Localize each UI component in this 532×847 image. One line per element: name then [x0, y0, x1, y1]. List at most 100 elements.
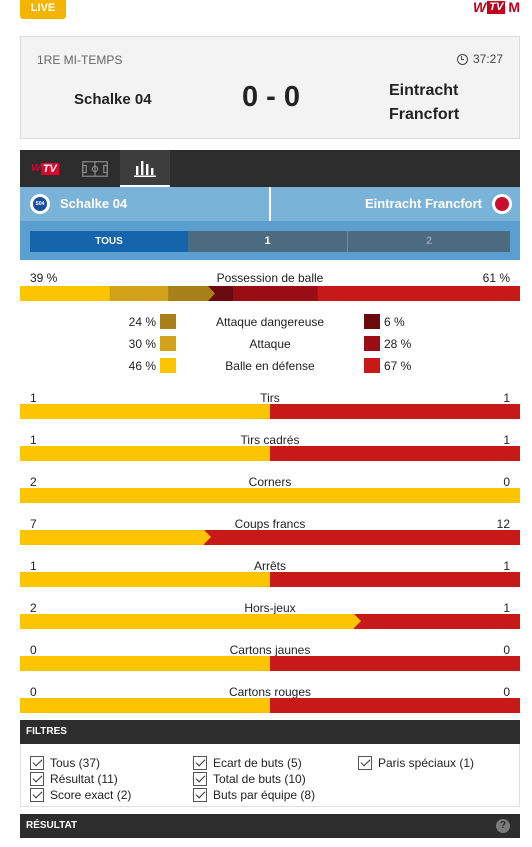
period-second-button[interactable]: 2	[347, 231, 510, 252]
stat-bar	[20, 446, 520, 461]
stat-label: Corners	[248, 475, 292, 489]
stat-row-yellow-cards: 0 Cartons jaunes 0	[20, 642, 520, 672]
legend-home-swatch	[160, 314, 176, 329]
result-header: RÉSULTAT ?	[20, 814, 520, 838]
checkbox-checked-icon[interactable]	[193, 772, 207, 786]
schalke-crest-icon: S04	[33, 197, 47, 211]
stat-away-value: 1	[503, 433, 510, 447]
filter-team-goals[interactable]: Buts par équipe (8)	[193, 788, 315, 802]
possession-home-attack-segment	[109, 286, 169, 301]
checkbox-checked-icon[interactable]	[30, 788, 44, 802]
stat-away-value: 0	[503, 685, 510, 699]
tv-logo-icon: W TV	[31, 162, 59, 175]
team-band-away: Eintracht Francfort	[364, 196, 482, 211]
filters-title: FILTRES	[26, 726, 67, 737]
possession-row: 39 % Possession de balle 61 %	[20, 270, 520, 286]
stat-bar-home	[20, 614, 360, 629]
tab-tv[interactable]: W TV	[20, 150, 70, 187]
legend-label: Attaque dangereuse	[215, 315, 325, 329]
tab-pitch[interactable]	[70, 150, 120, 187]
checkbox-checked-icon[interactable]	[358, 756, 372, 770]
filter-all[interactable]: Tous (37)	[30, 756, 100, 770]
possession-label: Possession de balle	[216, 271, 324, 285]
stat-row-saves: 1 Arrêts 1	[20, 558, 520, 588]
legend-home-pct: 46 %	[128, 359, 156, 373]
stat-bar	[20, 656, 520, 671]
eagle-crest-icon	[495, 197, 509, 211]
brand-logo-m: M	[508, 0, 520, 15]
tv-logo-tv: TV	[40, 162, 59, 175]
filter-goal-difference[interactable]: Ecart de buts (5)	[193, 756, 302, 770]
possession-legend-row: 46 % Balle en défense 67 %	[20, 357, 520, 375]
brand-logo[interactable]: W TV M	[473, 0, 520, 14]
checkbox-checked-icon[interactable]	[30, 756, 44, 770]
stat-bar-home	[20, 656, 270, 671]
filter-total-goals[interactable]: Total de buts (10)	[193, 772, 306, 786]
stat-bar-home	[20, 446, 270, 461]
scoreboard: 1RE MI-TEMPS 37:27 Schalke 04 0 - 0 Eint…	[20, 36, 520, 139]
stat-bar-home	[20, 530, 211, 545]
stat-away-value: 12	[496, 517, 510, 531]
filter-special-bets[interactable]: Paris spéciaux (1)	[358, 756, 474, 770]
stat-home-value: 1	[30, 433, 37, 447]
stat-bar	[20, 614, 520, 629]
stat-away-value: 0	[503, 475, 510, 489]
possession-home-value: 39 %	[30, 271, 58, 285]
view-tabbar: W TV	[20, 150, 520, 187]
stat-away-value: 1	[503, 601, 510, 615]
bar-chart-icon	[134, 160, 156, 177]
tv-logo-w: W	[31, 163, 41, 174]
stat-label: Cartons rouges	[228, 685, 312, 699]
match-time: 37:27	[472, 52, 503, 66]
brand-logo-tv: TV	[487, 0, 506, 14]
legend-away-pct: 6 %	[384, 315, 405, 329]
stat-home-value: 2	[30, 601, 37, 615]
filter-label: Tous (37)	[50, 756, 101, 770]
possession-away-attack-segment	[233, 286, 319, 301]
legend-label: Balle en défense	[225, 359, 315, 373]
checkbox-checked-icon[interactable]	[30, 772, 44, 786]
legend-home-swatch	[160, 336, 176, 351]
checkbox-checked-icon[interactable]	[193, 756, 207, 770]
legend-home-swatch	[160, 358, 176, 373]
filter-label: Résultat (11)	[50, 772, 118, 786]
team-band: S04 Schalke 04 Eintracht Francfort	[20, 187, 520, 221]
stat-away-value: 1	[503, 559, 510, 573]
filter-exact-score[interactable]: Score exact (2)	[30, 788, 131, 802]
stat-label: Hors-jeux	[244, 601, 296, 615]
result-title: RÉSULTAT	[26, 820, 78, 831]
legend-label: Attaque	[249, 337, 291, 351]
stat-bar-home	[20, 488, 520, 503]
clock-icon	[456, 53, 468, 65]
legend-away-swatch	[364, 314, 380, 329]
home-team-name: Schalke 04	[74, 91, 152, 108]
stat-row-corners: 2 Corners 0	[20, 474, 520, 504]
period-selector: TOUS 1 2	[20, 221, 520, 260]
stat-bar	[20, 698, 520, 713]
brand-logo-w: W	[473, 0, 487, 15]
pitch-icon	[82, 160, 108, 177]
stat-row-offsides: 2 Hors-jeux 1	[20, 600, 520, 630]
filter-label: Ecart de buts (5)	[213, 756, 302, 770]
filter-result[interactable]: Résultat (11)	[30, 772, 118, 786]
stat-home-value: 2	[30, 475, 37, 489]
possession-away-dangerous-segment	[215, 286, 234, 301]
possession-away-value: 61 %	[482, 271, 510, 285]
possession-legend-row: 24 % Attaque dangereuse 6 %	[20, 313, 520, 331]
away-crest	[492, 194, 512, 214]
stat-label: Cartons jaunes	[229, 643, 311, 657]
team-band-home: Schalke 04	[60, 196, 128, 211]
period-first-button[interactable]: 1	[188, 231, 347, 252]
tab-stats[interactable]	[120, 150, 170, 187]
filter-label: Total de buts (10)	[213, 772, 306, 786]
stat-bar	[20, 530, 520, 545]
stat-label: Tirs	[260, 391, 280, 405]
stat-bar-home	[20, 572, 270, 587]
possession-bar	[20, 286, 520, 301]
period-all-button[interactable]: TOUS	[30, 231, 188, 252]
stat-home-value: 7	[30, 517, 37, 531]
stat-home-value: 1	[30, 559, 37, 573]
checkbox-checked-icon[interactable]	[193, 788, 207, 802]
help-icon[interactable]: ?	[496, 819, 510, 833]
filters-panel: Tous (37) Résultat (11) Score exact (2) …	[20, 744, 520, 807]
